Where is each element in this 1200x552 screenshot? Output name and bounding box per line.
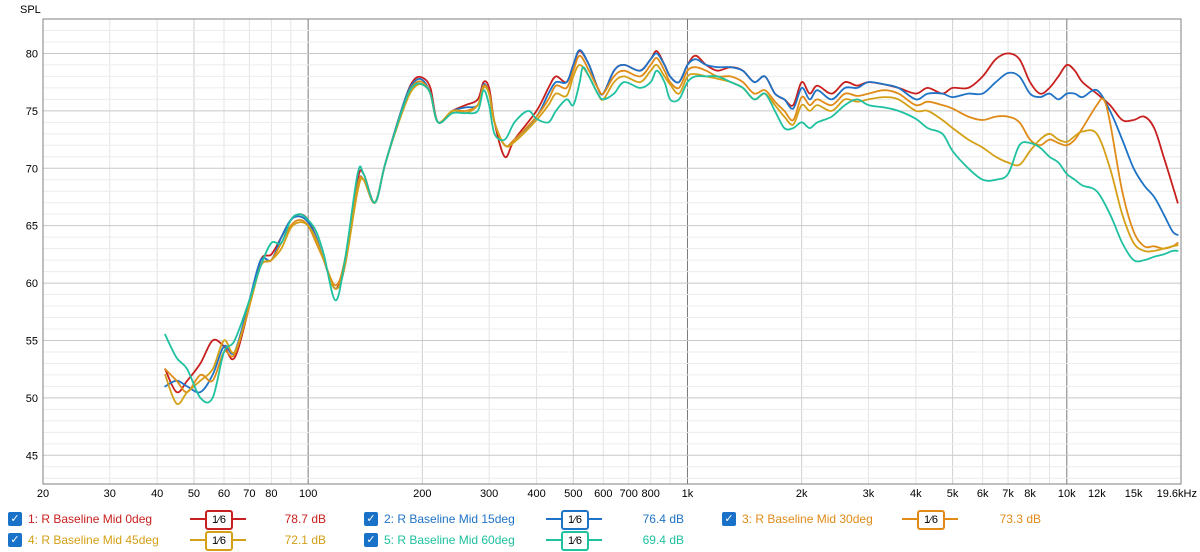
y-tick-label: 70: [26, 163, 38, 175]
x-tick-label: 2k: [796, 488, 808, 500]
legend-checkbox-60deg[interactable]: ✓: [364, 533, 378, 547]
y-tick-label: 50: [26, 393, 38, 405]
x-tick-labels: 20 30 40 50 60 70 80 100 200 300 400 500 600 700 800 1k…: [37, 488, 1197, 500]
y-tick-label: 55: [26, 335, 38, 347]
x-tick-label: 40: [151, 488, 163, 500]
x-tick-label: 30: [104, 488, 116, 500]
plot-frame: [42, 18, 1182, 485]
x-tick-label: 500: [564, 488, 582, 500]
legend-swatch-0deg[interactable]: 1⁄6: [190, 509, 246, 530]
x-tick-label: 700: [620, 488, 638, 500]
x-tick-label: 4k: [910, 488, 922, 500]
x-tick-label: 800: [642, 488, 660, 500]
legend-entry-60deg[interactable]: ✓ 5: R Baseline Mid 60deg: [364, 530, 515, 550]
x-tick-label: 5k: [947, 488, 959, 500]
x-tick-label: 15k: [1125, 488, 1143, 500]
x-tick-label: 80: [265, 488, 277, 500]
y-tick-label: 75: [26, 106, 38, 118]
legend-entry-0deg[interactable]: ✓ 1: R Baseline Mid 0deg: [8, 509, 152, 529]
series-line-4: [164, 63, 1179, 405]
legend-checkbox-30deg[interactable]: ✓: [722, 512, 736, 526]
x-tick-label: 300: [480, 488, 498, 500]
legend-swatch-45deg[interactable]: 1⁄6: [190, 530, 246, 551]
x-tick-label: 400: [527, 488, 545, 500]
legend-checkbox-15deg[interactable]: ✓: [364, 512, 378, 526]
legend-label-45deg: 4: R Baseline Mid 45deg: [28, 533, 159, 547]
legend-checkbox-45deg[interactable]: ✓: [8, 533, 22, 547]
legend-value-60deg: 69.4 dB: [642, 533, 684, 547]
x-tick-label: 10k: [1058, 488, 1076, 500]
legend-label-0deg: 1: R Baseline Mid 0deg: [28, 512, 153, 526]
legend-entry-30deg[interactable]: ✓ 3: R Baseline Mid 30deg: [722, 509, 873, 529]
legend-checkbox-0deg[interactable]: ✓: [8, 512, 22, 526]
legend-value-45deg: 72.1 dB: [284, 533, 326, 547]
series-lines: [164, 49, 1179, 405]
x-tick-label: 200: [413, 488, 431, 500]
smoothing-selector-30deg[interactable]: 1⁄6: [917, 510, 945, 530]
x-tick-label: 7k: [1002, 488, 1014, 500]
legend-swatch-30deg[interactable]: 1⁄6: [902, 509, 958, 530]
legend-label-15deg: 2: R Baseline Mid 15deg: [384, 512, 515, 526]
y-tick-labels: 45 50 55 60 65 70 75 80: [26, 48, 38, 462]
legend-label-30deg: 3: R Baseline Mid 30deg: [742, 512, 873, 526]
series-line-3: [164, 54, 1179, 394]
y-tick-label: 45: [26, 450, 38, 462]
y-tick-label: 80: [26, 48, 38, 60]
smoothing-selector-15deg[interactable]: 1⁄6: [561, 510, 589, 530]
x-tick-label: 70: [243, 488, 255, 500]
smoothing-selector-45deg[interactable]: 1⁄6: [205, 531, 233, 551]
legend: ✓ 1: R Baseline Mid 0deg 1⁄6 78.7 dB ✓ 2…: [0, 505, 1200, 552]
x-tick-label: 100: [299, 488, 317, 500]
legend-swatch-60deg[interactable]: 1⁄6: [546, 530, 602, 551]
legend-value-15deg: 76.4 dB: [642, 512, 684, 526]
smoothing-selector-60deg[interactable]: 1⁄6: [561, 531, 589, 551]
x-tick-label: 19.6kHz: [1157, 488, 1197, 500]
legend-label-60deg: 5: R Baseline Mid 60deg: [384, 533, 515, 547]
y-tick-label: 65: [26, 221, 38, 233]
y-tick-label: 60: [26, 278, 38, 290]
x-tick-label: 8k: [1024, 488, 1036, 500]
series-line-1: [164, 50, 1179, 394]
x-tick-label: 3k: [863, 488, 875, 500]
series-line-5: [164, 66, 1179, 404]
chart-grid: [42, 18, 1182, 484]
legend-entry-45deg[interactable]: ✓ 4: R Baseline Mid 45deg: [8, 530, 159, 550]
x-tick-label: 600: [594, 488, 612, 500]
legend-value-30deg: 73.3 dB: [999, 512, 1041, 526]
x-tick-label: 1k: [682, 488, 694, 500]
legend-value-0deg: 78.7 dB: [284, 512, 326, 526]
x-tick-label: 60: [218, 488, 230, 500]
smoothing-selector-0deg[interactable]: 1⁄6: [205, 510, 233, 530]
x-tick-label: 6k: [977, 488, 989, 500]
legend-entry-15deg[interactable]: ✓ 2: R Baseline Mid 15deg: [364, 509, 515, 529]
x-tick-label: 12k: [1088, 488, 1106, 500]
x-tick-label: 50: [188, 488, 200, 500]
legend-swatch-15deg[interactable]: 1⁄6: [546, 509, 602, 530]
y-axis-label: SPL: [20, 4, 41, 16]
x-tick-label: 20: [37, 488, 49, 500]
